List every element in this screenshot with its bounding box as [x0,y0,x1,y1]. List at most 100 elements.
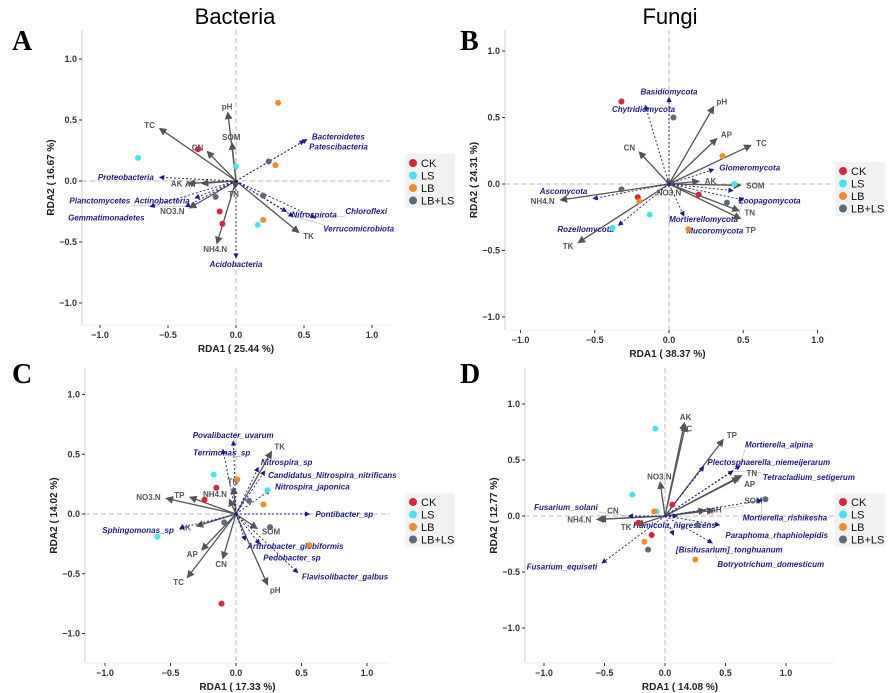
species-label: Mortierella_rishikesha [743,513,828,522]
species-label: Nitrospira_sp [261,458,313,467]
legend-key-LS [839,510,847,519]
x-tick-label: −0.5 [586,335,604,345]
label-leader-line [130,205,186,207]
sample-point-LB+LS [260,192,267,199]
env-label: AK [680,413,692,422]
sample-point-CK [218,600,225,607]
sample-point-LB+LS [212,193,219,200]
species-label: Plectosphaerella_niemeijerarum [707,458,830,467]
sample-point-CK [194,146,201,153]
env-label: NO3.N [136,493,161,502]
env-label: AP [185,180,197,189]
legend-label: LB [851,522,864,534]
legend-label: LS [851,510,864,522]
env-arrow-TK [577,183,670,244]
legend-key-CK [409,159,417,167]
env-label: AK [171,180,183,189]
species-label: Chytridiomycota [612,105,676,114]
legend-label: LB+LS [851,535,884,547]
species-arrow-Zoopagomycota [668,183,734,193]
legend-label: LS [421,510,434,522]
sample-point-LS [609,224,616,231]
y-tick-label: 1.0 [487,46,500,56]
species-label: Botryotrichum_domesticum [717,560,824,569]
species-label: Flavisolibacter_galbus [302,573,389,582]
env-arrow-NH4.N [215,180,237,245]
label-leader-line [293,216,324,225]
y-tick-label: −1.0 [482,312,500,322]
y-tick-label: −0.5 [482,246,500,256]
y-tick-label: −0.5 [62,569,80,579]
species-label: Planctomycetes [69,196,130,205]
legend-label: CK [421,158,437,170]
species-label: Nitrospira_japonica [275,483,350,492]
label-leader-line [711,542,718,560]
env-label: CN [215,560,227,569]
label-leader-line [598,511,629,517]
y-axis-label: RDA2 ( 12.77 %) [489,477,500,553]
env-label: pH [711,506,722,515]
species-label: Chloroflexi [345,207,388,216]
x-axis-label: RDA1 ( 14.08 %) [642,682,718,693]
species-label: Glomeromycota [719,163,780,172]
species-arrow-Planctomycetes [184,180,237,208]
env-arrow-AK [195,513,237,528]
legend-key-LB [839,523,847,531]
species-label: Rozellomycota [557,225,614,234]
sample-point-LS [629,491,636,498]
y-tick-label: 0.5 [487,113,500,123]
env-arrow-CN [638,151,670,185]
species-label: Candidatus_Nitrospira_nitrificans [268,471,397,480]
env-arrow-NH4.N [228,498,237,515]
species-label: Proteobacteria [98,173,155,182]
sample-point-CK [669,501,676,508]
env-label: TN [744,209,755,218]
y-tick-label: −0.5 [502,567,520,577]
x-tick-label: 0.5 [719,668,732,678]
env-arrow-TC [186,513,237,579]
sample-point-CK [201,496,208,503]
env-arrow-TK [235,180,300,234]
sample-point-LB+LS [762,496,769,503]
env-label: CN [624,144,636,153]
x-tick-label: −1.0 [512,335,530,345]
legend-key-LS [839,179,847,188]
species-arrow-Chytridiomycota [643,104,670,185]
sample-point-LB+LS [723,199,730,206]
species-label: Bacteroidetes [312,132,365,141]
x-tick-label: 1.0 [366,330,379,340]
sample-point-LS [254,221,261,228]
species-label: Arthrobacter_globiformis [246,542,344,551]
env-arrow-CN [206,150,237,182]
env-label: TK [563,242,574,251]
x-tick-label: −1.0 [96,668,114,678]
species-arrow-Mortierella_alpina [664,465,741,517]
env-label: TC [756,139,767,148]
y-tick-label: 0.5 [67,449,80,459]
species-label: Sphingomonas_sp [102,526,174,535]
y-tick-label: −1.0 [502,623,520,633]
y-tick-label: 0.0 [67,509,80,519]
species-label: Mortierellomycota [669,215,738,224]
panel-letter: C [12,359,32,390]
legend-key-LB+LS [409,535,417,544]
env-arrow-TC [668,144,752,185]
env-arrow-SOM [228,141,237,182]
env-label: AK [179,524,191,533]
env-label: NO3.N [657,189,682,198]
legend-label: LB+LS [421,196,454,208]
legend-key-LB [839,192,847,200]
env-arrow-SOM [235,513,259,530]
species-arrow-Rozellomycota [617,183,670,226]
y-tick-label: 1.0 [64,54,77,64]
sample-point-LB+LS [265,158,272,165]
env-label: TP [727,431,738,440]
env-arrow-SOM [668,181,742,190]
species-label: Humicola_nigrescens [633,521,716,530]
legend-label: CK [851,166,867,178]
sample-point-CK [635,519,642,526]
legend-key-LB+LS [839,535,847,544]
env-label: TN [747,469,758,478]
